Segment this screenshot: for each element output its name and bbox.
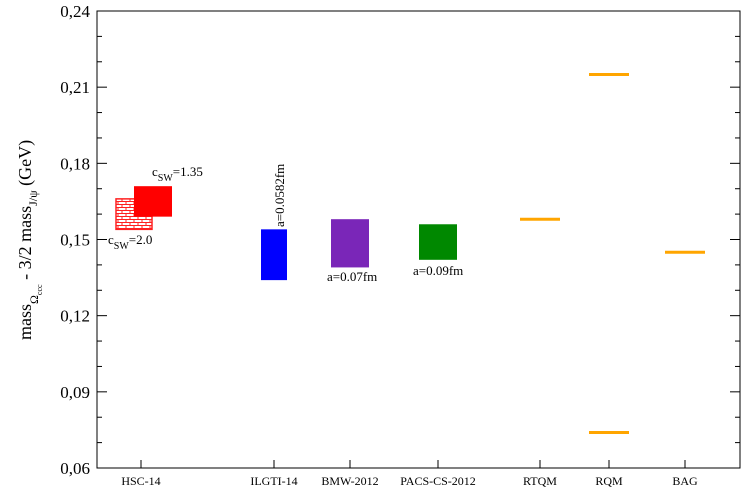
model-lines (520, 72, 705, 434)
y-tick-label: 0,09 (60, 383, 90, 402)
y-tick-label: 0,06 (60, 459, 90, 478)
annotation-csw-2-0: cSW=2.0 (108, 232, 152, 252)
band-ilgti-14 (261, 229, 287, 281)
band-pacs-cs-2012 (419, 224, 457, 260)
y-tick-label: 0,15 (60, 231, 90, 250)
y-tick-label: 0,18 (60, 154, 90, 173)
x-category-label: BMW-2012 (321, 474, 378, 488)
annotation-pacs-spacing: a=0.09fm (413, 263, 463, 278)
y-tick-label: 0,24 (60, 2, 90, 21)
x-category-label: PACS-CS-2012 (400, 474, 476, 488)
category-labels: HSC-14 ILGTI-14 BMW-2012 PACS-CS-2012 RTQM RQ… (121, 474, 698, 488)
y-tick-label: 0,21 (60, 78, 90, 97)
data-bands (115, 186, 457, 281)
tick-marks (97, 10, 740, 469)
x-category-label: BAG (672, 474, 698, 488)
band-hsc-14 (134, 186, 172, 217)
x-category-label: RTQM (523, 474, 557, 488)
annotation-csw-1-35: cSW=1.35 (152, 164, 203, 184)
annotation-bmw-spacing: a=0.07fm (327, 269, 377, 284)
x-category-label: HSC-14 (121, 474, 160, 488)
y-tick-labels: 0,06 0,09 0,12 0,15 0,18 0,21 0,24 (60, 2, 90, 478)
y-tick-label: 0,12 (60, 307, 90, 326)
y-axis-label: massΩccc - 3/2 massJ/ψ (GeV) (15, 140, 44, 340)
band-bmw-2012 (331, 219, 369, 268)
x-category-label: ILGTI-14 (250, 474, 297, 488)
plot-frame (96, 10, 741, 469)
x-category-label: RQM (595, 474, 623, 488)
annotation-ilgti-spacing: a=0.0582fm (272, 164, 287, 227)
